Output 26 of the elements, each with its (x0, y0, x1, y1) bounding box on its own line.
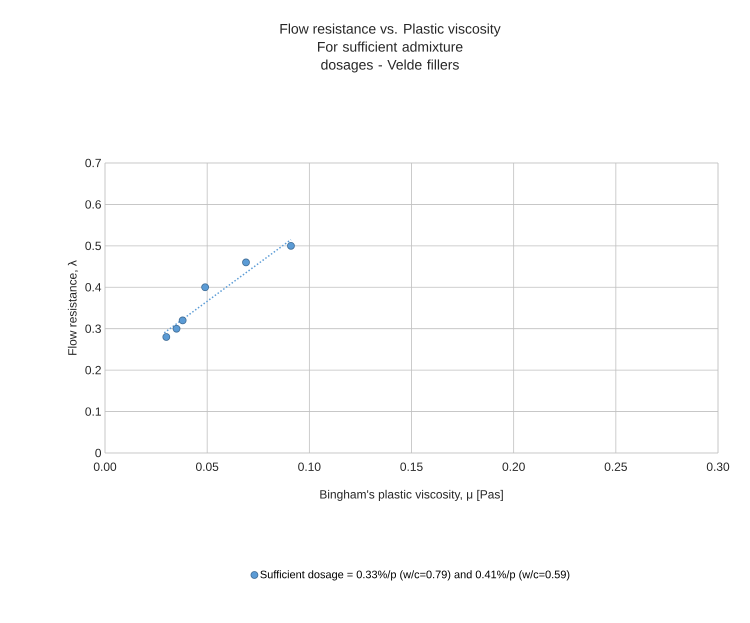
y-tick-label: 0.3 (85, 324, 101, 333)
point (162, 333, 170, 341)
point (178, 316, 187, 324)
y-axis-title: Flow resistance, λ (68, 260, 78, 355)
y-tick-label: 0.6 (85, 200, 101, 209)
point (201, 283, 210, 292)
point (287, 242, 295, 250)
y-tick-label: 0.7 (85, 158, 101, 168)
x-tick-label: 0.15 (400, 462, 423, 471)
y-tick-label: 0.5 (85, 242, 101, 250)
x-tick-label: 0.30 (706, 462, 730, 471)
x-tick-label: 0.05 (196, 462, 218, 471)
point (172, 324, 180, 333)
y-tick-label: 0.2 (85, 366, 101, 374)
x-tick-label: 0.20 (502, 462, 525, 471)
y-tick-label: 0 (95, 448, 102, 458)
x-tick-label: 0.10 (298, 462, 321, 471)
x-axis-title: Bingham's plastic viscosity, μ [Pas] (320, 490, 503, 501)
x-tick-label: 0.25 (604, 462, 627, 471)
y-tick-label: 0.1 (85, 407, 101, 416)
x-tick-label: 0.00 (94, 462, 116, 471)
chart-title: Flow resistance vs. Plastic viscosity (280, 24, 501, 37)
legend-label: Sufficient dosage = 0.33%/p (w/c=0.79) and 0.41%/p (w/c=0.59) (260, 570, 570, 580)
point (242, 258, 250, 266)
chart-subtitle: For sufficient admixture dosages - Velde fillers (318, 42, 462, 72)
y-tick-label: 0.4 (85, 283, 102, 292)
